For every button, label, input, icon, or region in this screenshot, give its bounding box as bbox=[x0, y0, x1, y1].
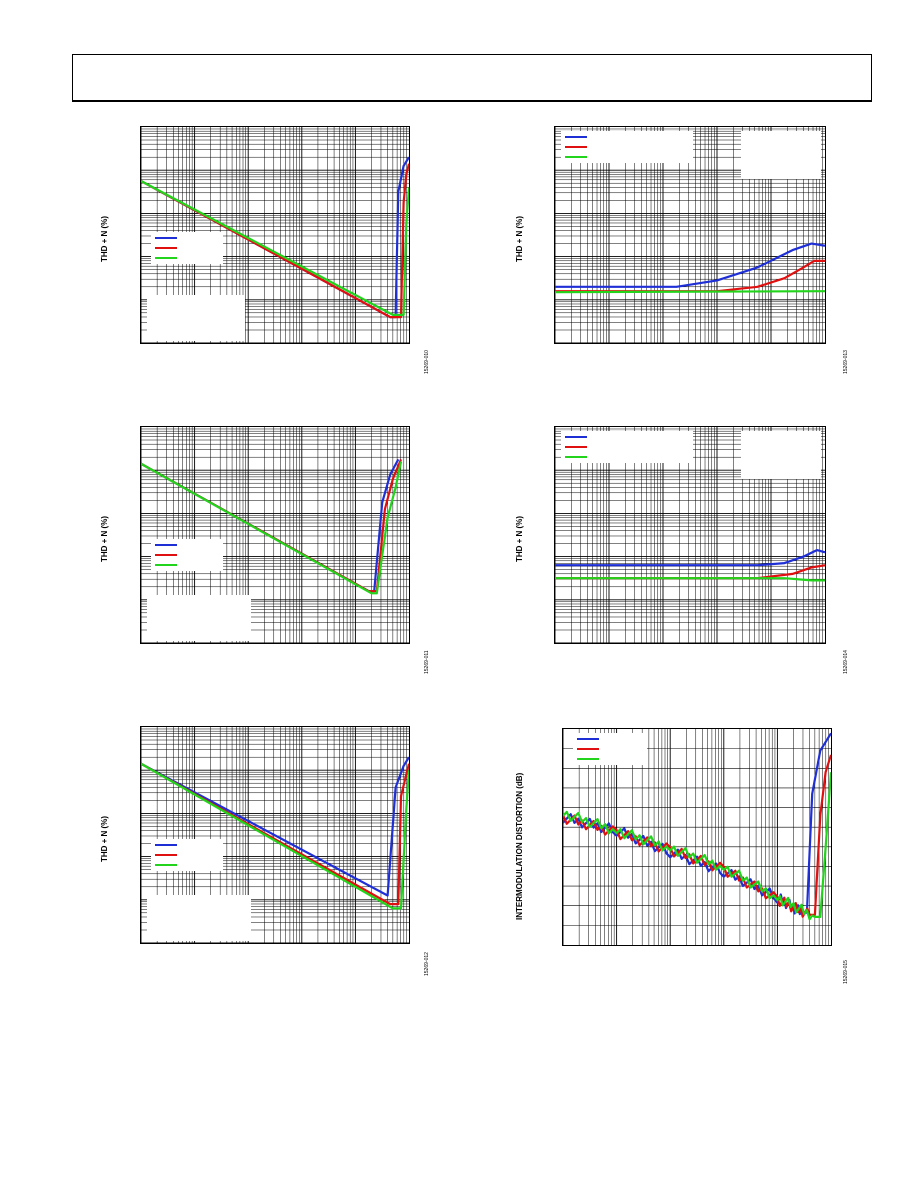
y-axis-label: THD + N (%) bbox=[100, 516, 109, 562]
figure-id: 15269-014 bbox=[843, 650, 849, 674]
chart-plot-area bbox=[554, 126, 826, 344]
chart-svg bbox=[563, 729, 831, 945]
series-line-2 bbox=[141, 458, 403, 593]
chart-svg bbox=[141, 427, 409, 643]
figure-id: 15269-013 bbox=[843, 350, 849, 374]
chart-plot-area bbox=[140, 726, 410, 944]
y-axis-label: INTERMODULATION DISTORTION (dB) bbox=[515, 772, 524, 920]
chart-svg bbox=[141, 727, 409, 943]
annotation-box bbox=[741, 431, 821, 479]
series-line-1 bbox=[555, 549, 825, 567]
series-line-2 bbox=[141, 163, 409, 319]
series-line-1 bbox=[141, 458, 400, 593]
series-line-2 bbox=[555, 564, 825, 580]
chart-svg bbox=[141, 127, 409, 343]
series-line-2 bbox=[141, 762, 409, 906]
series-line-1 bbox=[141, 756, 409, 897]
y-axis-label: THD + N (%) bbox=[515, 216, 524, 262]
y-axis-label: THD + N (%) bbox=[515, 516, 524, 562]
series-line-3 bbox=[555, 577, 825, 582]
legend bbox=[561, 431, 693, 463]
figure-id: 15269-015 bbox=[843, 960, 849, 984]
series-line-3 bbox=[141, 461, 403, 595]
chart-plot-area bbox=[140, 426, 410, 644]
figure-id: 15269-010 bbox=[424, 350, 430, 374]
legend bbox=[561, 131, 693, 163]
series-line-3 bbox=[563, 772, 831, 921]
chart-svg bbox=[555, 427, 825, 643]
annotation-box bbox=[741, 131, 821, 179]
figure-id: 15269-011 bbox=[424, 650, 430, 674]
series-line-3 bbox=[555, 290, 825, 294]
annotation-box bbox=[147, 295, 245, 341]
chart-svg bbox=[555, 127, 825, 343]
legend bbox=[573, 733, 647, 765]
legend bbox=[151, 539, 223, 571]
chart-plot-area bbox=[140, 126, 410, 344]
page-header bbox=[72, 54, 872, 102]
series-line-3 bbox=[141, 180, 409, 316]
y-axis-label: THD + N (%) bbox=[100, 216, 109, 262]
series-line-1 bbox=[555, 242, 825, 288]
legend bbox=[151, 839, 223, 871]
annotation-box bbox=[147, 895, 251, 941]
annotation-box bbox=[147, 595, 251, 641]
chart-plot-area bbox=[562, 728, 832, 946]
grid bbox=[141, 727, 409, 943]
series-line-3 bbox=[141, 762, 409, 910]
figure-id: 15269-012 bbox=[424, 952, 430, 976]
chart-plot-area bbox=[554, 426, 826, 644]
legend bbox=[151, 232, 223, 264]
series-line-2 bbox=[563, 754, 831, 918]
y-axis-label: THD + N (%) bbox=[100, 816, 109, 862]
